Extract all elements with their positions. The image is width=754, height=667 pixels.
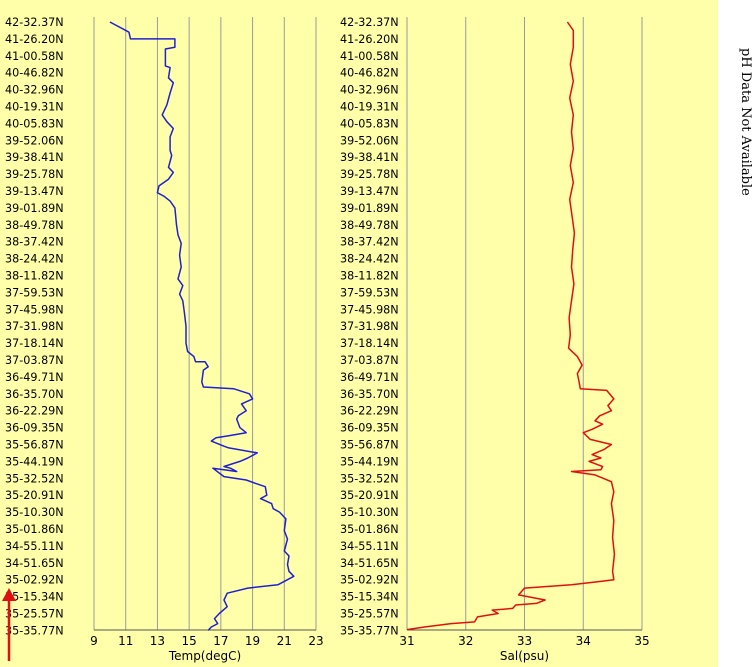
y-tick-label: 38-24.42N <box>340 253 399 266</box>
y-tick-label: 34-51.65N <box>5 557 64 570</box>
y-tick-label: 35-01.86N <box>340 523 399 536</box>
y-tick-label: 35-56.87N <box>5 439 64 452</box>
x-tick-label: 34 <box>576 634 591 648</box>
x-axis-label: Sal(psu) <box>500 649 549 663</box>
chart-background <box>0 0 718 667</box>
y-tick-label: 38-11.82N <box>340 270 399 283</box>
y-tick-label: 40-05.83N <box>5 117 64 130</box>
y-tick-label: 38-49.78N <box>5 219 64 232</box>
y-tick-label: 35-25.57N <box>340 608 399 621</box>
y-tick-label: 40-19.31N <box>340 101 399 114</box>
y-tick-label: 39-01.89N <box>5 202 64 215</box>
x-tick-label: 23 <box>308 634 323 648</box>
y-tick-label: 35-20.91N <box>5 489 64 502</box>
y-tick-label: 38-37.42N <box>340 236 399 249</box>
y-tick-label: 36-35.70N <box>340 388 399 401</box>
x-tick-label: 31 <box>399 634 414 648</box>
y-tick-label: 37-03.87N <box>340 354 399 367</box>
y-tick-label: 39-13.47N <box>340 185 399 198</box>
x-tick-label: 13 <box>150 634 165 648</box>
y-tick-label: 38-24.42N <box>5 253 64 266</box>
x-tick-label: 11 <box>118 634 133 648</box>
y-tick-label: 39-52.06N <box>340 134 399 147</box>
y-tick-label: 40-46.82N <box>5 67 64 80</box>
y-tick-label: 40-32.96N <box>5 84 64 97</box>
y-tick-label: 35-56.87N <box>340 439 399 452</box>
y-tick-label: 35-35.77N <box>5 624 64 637</box>
y-tick-label: 38-11.82N <box>5 270 64 283</box>
y-tick-label: 37-31.98N <box>340 320 399 333</box>
y-tick-label: 36-49.71N <box>340 371 399 384</box>
x-axis-label: Temp(degC) <box>168 649 241 663</box>
salinity-line <box>406 21 616 631</box>
y-tick-label: 40-46.82N <box>340 67 399 80</box>
y-tick-label: 36-22.29N <box>340 405 399 418</box>
x-tick-label: 17 <box>213 634 228 648</box>
y-tick-label: 40-05.83N <box>340 117 399 130</box>
y-tick-label: 37-18.14N <box>5 337 64 350</box>
y-tick-label: 39-01.89N <box>340 202 399 215</box>
y-tick-label: 37-45.98N <box>5 303 64 316</box>
y-tick-label: 41-00.58N <box>340 50 399 63</box>
y-tick-label: 34-55.11N <box>340 540 399 553</box>
y-tick-label: 34-55.11N <box>5 540 64 553</box>
y-tick-label: 41-26.20N <box>5 33 64 46</box>
x-tick-label: 9 <box>90 634 98 648</box>
y-tick-label: 39-13.47N <box>5 185 64 198</box>
y-tick-label: 39-38.41N <box>340 151 399 164</box>
y-tick-label: 35-10.30N <box>5 506 64 519</box>
y-tick-label: 37-45.98N <box>340 303 399 316</box>
y-tick-label: 40-32.96N <box>340 84 399 97</box>
y-tick-label: 39-38.41N <box>5 151 64 164</box>
y-tick-label: 35-15.34N <box>5 591 64 604</box>
y-tick-label: 35-44.19N <box>340 455 399 468</box>
x-tick-label: 19 <box>245 634 260 648</box>
y-tick-label: 35-32.52N <box>5 472 64 485</box>
direction-arrow-icon <box>2 588 16 661</box>
y-tick-label: 35-32.52N <box>340 472 399 485</box>
y-tick-label: 36-09.35N <box>5 422 64 435</box>
x-tick-label: 32 <box>458 634 473 648</box>
temperature-line <box>109 21 295 631</box>
y-tick-label: 35-35.77N <box>340 624 399 637</box>
y-tick-label: 37-03.87N <box>5 354 64 367</box>
y-tick-label: 37-31.98N <box>5 320 64 333</box>
y-tick-label: 41-00.58N <box>5 50 64 63</box>
x-tick-label: 33 <box>517 634 532 648</box>
y-tick-label: 35-02.92N <box>340 574 399 587</box>
y-tick-label: 37-59.53N <box>5 286 64 299</box>
y-tick-label: 39-25.78N <box>5 168 64 181</box>
y-tick-label: 37-18.14N <box>340 337 399 350</box>
y-tick-label: 42-32.37N <box>340 16 399 29</box>
x-tick-label: 35 <box>634 634 649 648</box>
x-tick-label: 21 <box>277 634 292 648</box>
y-tick-label: 41-26.20N <box>340 33 399 46</box>
y-tick-label: 36-09.35N <box>340 422 399 435</box>
y-tick-label: 35-02.92N <box>5 574 64 587</box>
y-tick-label: 42-32.37N <box>5 16 64 29</box>
y-tick-label: 35-15.34N <box>340 591 399 604</box>
y-tick-label: 35-10.30N <box>340 506 399 519</box>
y-tick-label: 35-44.19N <box>5 455 64 468</box>
y-tick-label: 34-51.65N <box>340 557 399 570</box>
y-tick-label: 35-01.86N <box>5 523 64 536</box>
y-tick-label: 36-22.29N <box>5 405 64 418</box>
y-tick-label: 35-20.91N <box>340 489 399 502</box>
y-tick-label: 40-19.31N <box>5 101 64 114</box>
y-tick-label: 37-59.53N <box>340 286 399 299</box>
y-tick-label: 39-52.06N <box>5 134 64 147</box>
ph-note: pH Data Not Available <box>738 48 753 196</box>
y-tick-label: 36-49.71N <box>5 371 64 384</box>
y-tick-label: 39-25.78N <box>340 168 399 181</box>
y-tick-label: 38-49.78N <box>340 219 399 232</box>
y-tick-label: 38-37.42N <box>5 236 64 249</box>
y-tick-label: 36-35.70N <box>5 388 64 401</box>
y-tick-label: 35-25.57N <box>5 608 64 621</box>
x-tick-label: 15 <box>182 634 197 648</box>
